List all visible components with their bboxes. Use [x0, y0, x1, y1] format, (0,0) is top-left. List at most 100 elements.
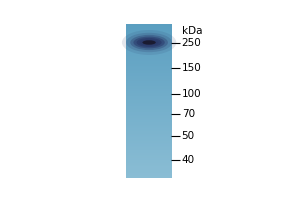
Ellipse shape: [142, 40, 156, 45]
Bar: [126, 84, 172, 85]
Bar: [126, 99, 172, 100]
Bar: [126, 64, 172, 65]
Bar: [126, 80, 172, 81]
Ellipse shape: [140, 39, 158, 46]
Bar: [126, 114, 172, 115]
Bar: [126, 158, 172, 159]
Bar: [126, 141, 172, 142]
Bar: [126, 169, 172, 170]
Bar: [126, 96, 172, 97]
Bar: [126, 151, 172, 152]
Bar: [126, 82, 172, 83]
Bar: [126, 117, 172, 118]
Bar: [126, 119, 172, 120]
Ellipse shape: [126, 33, 172, 52]
Bar: [126, 148, 172, 149]
Bar: [126, 32, 172, 33]
Text: 100: 100: [182, 89, 201, 99]
Bar: [126, 47, 172, 48]
Bar: [126, 31, 172, 32]
Bar: [126, 164, 172, 165]
Bar: [126, 49, 172, 50]
Bar: [126, 115, 172, 116]
Bar: [126, 45, 172, 46]
Bar: [126, 44, 172, 45]
Bar: [126, 160, 172, 161]
Bar: [126, 34, 172, 35]
Bar: [126, 129, 172, 130]
Bar: [126, 126, 172, 127]
Bar: [126, 42, 172, 43]
Bar: [126, 122, 172, 123]
Bar: [126, 70, 172, 71]
Bar: [126, 52, 172, 53]
Bar: [126, 125, 172, 126]
Bar: [126, 159, 172, 160]
Bar: [126, 174, 172, 175]
Bar: [126, 87, 172, 88]
Bar: [126, 81, 172, 82]
Bar: [126, 116, 172, 117]
Bar: [126, 134, 172, 135]
Bar: [126, 177, 172, 178]
Bar: [126, 37, 172, 38]
Bar: [126, 139, 172, 140]
Bar: [126, 73, 172, 74]
Bar: [126, 109, 172, 110]
Bar: [126, 38, 172, 39]
Bar: [126, 78, 172, 79]
Bar: [126, 54, 172, 55]
Bar: [126, 161, 172, 162]
Bar: [126, 135, 172, 136]
Bar: [126, 40, 172, 41]
Bar: [126, 146, 172, 147]
Ellipse shape: [122, 30, 176, 55]
Bar: [126, 91, 172, 92]
Text: 70: 70: [182, 109, 195, 119]
Bar: [126, 111, 172, 112]
Bar: [126, 95, 172, 96]
Text: kDa: kDa: [182, 26, 202, 36]
Bar: [126, 128, 172, 129]
Bar: [126, 48, 172, 49]
Bar: [126, 143, 172, 144]
Bar: [126, 157, 172, 158]
Bar: [126, 176, 172, 177]
Bar: [126, 142, 172, 143]
Bar: [126, 61, 172, 62]
Bar: [126, 106, 172, 107]
Bar: [126, 88, 172, 89]
Bar: [126, 175, 172, 176]
Bar: [126, 39, 172, 40]
Bar: [126, 156, 172, 157]
Bar: [126, 104, 172, 105]
Bar: [126, 102, 172, 103]
Bar: [126, 74, 172, 75]
Bar: [126, 107, 172, 108]
Bar: [126, 167, 172, 168]
Bar: [126, 69, 172, 70]
Bar: [126, 108, 172, 109]
Bar: [126, 36, 172, 37]
Text: 250: 250: [182, 38, 201, 48]
Bar: [126, 62, 172, 63]
Bar: [126, 140, 172, 141]
Bar: [126, 53, 172, 54]
Bar: [126, 24, 172, 25]
Bar: [126, 51, 172, 52]
Bar: [126, 43, 172, 44]
Bar: [126, 123, 172, 124]
Bar: [126, 124, 172, 125]
Bar: [126, 60, 172, 61]
Bar: [126, 65, 172, 66]
Bar: [126, 155, 172, 156]
Bar: [126, 173, 172, 174]
Bar: [126, 136, 172, 137]
Bar: [126, 98, 172, 99]
Bar: [126, 150, 172, 151]
Text: 50: 50: [182, 131, 195, 141]
Bar: [126, 163, 172, 164]
Bar: [126, 133, 172, 134]
Bar: [126, 149, 172, 150]
Ellipse shape: [130, 35, 168, 50]
